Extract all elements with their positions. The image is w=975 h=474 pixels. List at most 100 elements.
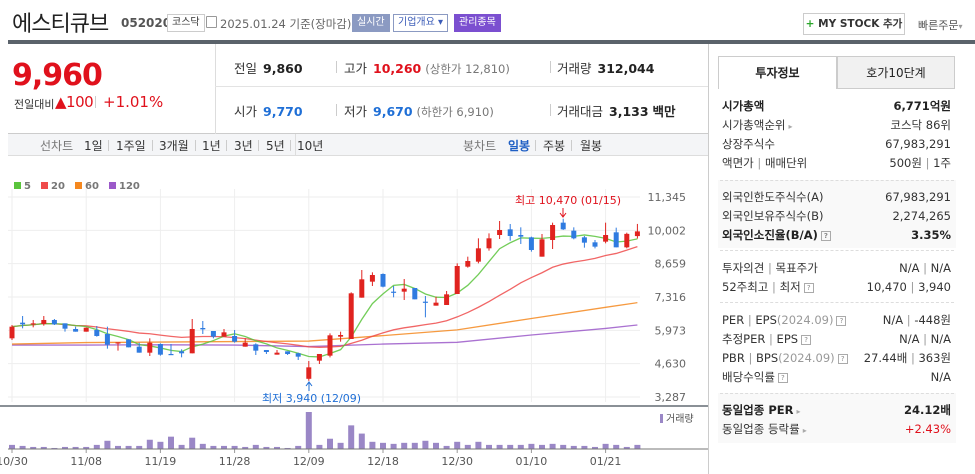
candle	[539, 234, 545, 257]
y-tick-label: 11,345	[648, 191, 687, 204]
per-value: N/A	[882, 313, 904, 327]
tab-1week[interactable]: 1주일	[116, 139, 146, 153]
sector-change-value: +2.43%	[904, 422, 951, 436]
price-chart[interactable]: 5 20 60 120 11,345 10,002 8,659 7,316 5,973 4,63…	[0, 175, 708, 474]
divider	[550, 104, 551, 116]
divider	[195, 140, 196, 151]
candle-body	[422, 301, 428, 303]
volume-bar	[295, 445, 302, 449]
candle-body	[242, 342, 248, 347]
tab-3months[interactable]: 3개월	[159, 139, 189, 153]
volume-bar	[316, 444, 323, 449]
candle	[486, 233, 492, 251]
lower-limit: (하한가 6,910)	[416, 105, 494, 119]
dividend-row: 배당수익률? N/A	[722, 368, 951, 386]
volume-bar	[93, 444, 100, 449]
candle-body	[497, 229, 503, 235]
help-icon[interactable]: ?	[836, 315, 847, 326]
sector-per-row[interactable]: 동일업종 PER ▸ 24.12배	[722, 401, 951, 419]
volume-bar	[9, 444, 15, 449]
volume-bar	[623, 446, 630, 449]
cap-rank-row[interactable]: 시가총액순위 ▸ 코스닥 86위	[722, 116, 951, 134]
candle-body	[316, 353, 322, 361]
candle-body	[9, 326, 15, 339]
amount-value: 3,133	[609, 104, 649, 119]
candle	[94, 325, 100, 337]
candle	[412, 287, 418, 300]
market-cap-row: 시가총액 6,771억원	[722, 97, 951, 115]
candle-chart-label: 봉차트	[463, 139, 497, 153]
candle-body	[369, 275, 375, 282]
help-icon[interactable]: ?	[820, 230, 831, 241]
help-icon[interactable]: ?	[777, 372, 788, 383]
quick-order-dropdown[interactable]: 빠른주문▾	[918, 17, 963, 33]
bps-value: 363원	[918, 351, 951, 365]
volume-bar	[305, 412, 312, 449]
sector-change-row[interactable]: 동일업종 등락률 ▸ +2.43%	[722, 420, 951, 438]
tab-1year[interactable]: 1년	[202, 139, 221, 153]
prev-close: 전일 9,860	[234, 58, 303, 77]
open-price: 시가 9,770	[234, 101, 303, 120]
realtime-button[interactable]: 실시간	[352, 14, 390, 32]
volume-bar	[411, 442, 418, 449]
y-tick-label: 5,973	[655, 324, 687, 337]
tab-weekly[interactable]: 주봉	[543, 139, 566, 153]
candle	[581, 235, 587, 248]
tab-order-book[interactable]: 호가10단계	[837, 56, 955, 89]
chevron-right-icon: ▸	[802, 426, 807, 435]
upper-limit: (상한가 12,810)	[425, 62, 510, 76]
volume-bar	[380, 442, 386, 449]
foreign-hold-label: 외국인보유주식수(B)	[722, 209, 824, 223]
candle-body	[179, 351, 185, 354]
add-my-stock-button[interactable]: + MY STOCK 추가	[803, 13, 905, 35]
foreign-limit-row: 외국인한도주식수(A) 67,983,291	[722, 188, 951, 206]
candle-body	[189, 328, 195, 354]
tab-3years[interactable]: 3년	[234, 139, 253, 153]
volume-bar	[199, 443, 206, 449]
volume-bar	[528, 443, 535, 449]
w52-row: 52주최고 | 최저? 10,470 | 3,940	[722, 280, 951, 294]
stock-code: 052020	[121, 16, 172, 30]
candle	[592, 239, 598, 249]
candle-body	[571, 230, 577, 239]
low-annotation-text: 최저 3,940 (12/09)	[262, 392, 361, 405]
managed-stock-badge[interactable]: 관리종목	[454, 14, 501, 32]
tab-monthly[interactable]: 월봉	[580, 139, 603, 153]
volume-bar	[231, 445, 238, 449]
volume-bar	[327, 438, 333, 449]
tab-10years[interactable]: 10년	[297, 139, 324, 153]
calendar-icon	[206, 16, 217, 28]
x-tick-label: 11/08	[70, 455, 102, 468]
company-overview-dropdown[interactable]: 기업개요 ▾	[393, 14, 449, 32]
divider	[152, 140, 153, 151]
candle	[126, 339, 132, 348]
tab-5years[interactable]: 5년	[266, 139, 285, 153]
candle	[242, 338, 248, 347]
tab-daily[interactable]: 일봉	[508, 139, 531, 153]
par-value: 500원	[889, 156, 922, 170]
open-label: 시가	[234, 104, 258, 119]
candle-body	[210, 331, 216, 337]
candle	[433, 296, 439, 306]
legend-label-120: 120	[119, 181, 140, 192]
divider	[95, 96, 96, 108]
shares-row: 상장주식수 67,983,291	[722, 135, 951, 153]
candle-body	[20, 322, 26, 325]
candle	[232, 330, 238, 343]
help-icon[interactable]: ?	[803, 282, 814, 293]
help-icon[interactable]: ?	[801, 334, 812, 345]
volume-bar	[464, 444, 471, 449]
volume-bar	[369, 441, 376, 449]
volume-bar	[358, 433, 365, 449]
candle-body	[104, 334, 110, 345]
divider	[215, 86, 708, 87]
est-eps-value: N/A	[930, 332, 951, 346]
change-label: 전일대비	[14, 98, 55, 111]
tab-1day[interactable]: 1일	[84, 139, 103, 153]
pbr-value: 27.44배	[863, 351, 908, 365]
help-icon[interactable]: ?	[837, 353, 848, 364]
bps-period: (2024.09)	[778, 351, 835, 365]
divider	[226, 140, 227, 151]
candle	[179, 349, 185, 358]
tab-investment-info[interactable]: 투자정보	[718, 56, 837, 89]
